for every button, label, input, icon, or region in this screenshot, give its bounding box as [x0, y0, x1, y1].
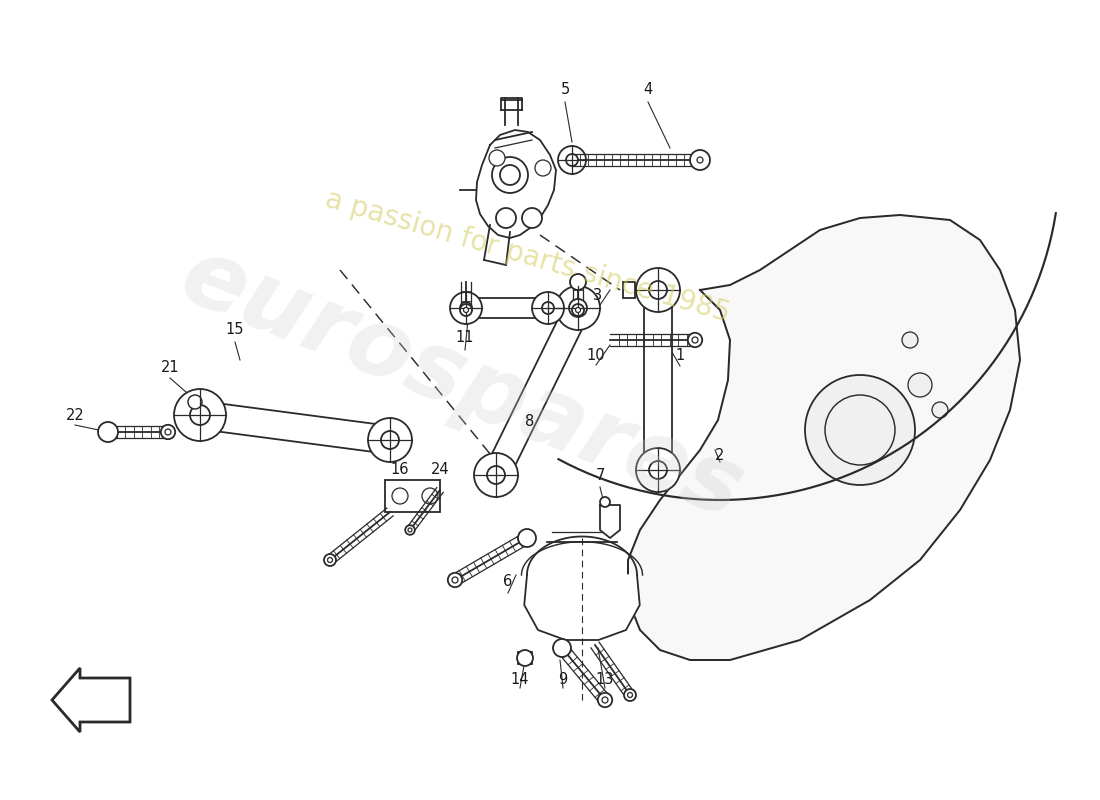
Circle shape — [422, 488, 438, 504]
Circle shape — [597, 693, 613, 707]
Text: 4: 4 — [644, 82, 652, 98]
Circle shape — [636, 268, 680, 312]
Text: 9: 9 — [559, 673, 568, 687]
Circle shape — [566, 154, 578, 166]
Circle shape — [392, 488, 408, 504]
Circle shape — [450, 292, 482, 324]
Circle shape — [575, 307, 581, 313]
Circle shape — [460, 302, 472, 314]
Circle shape — [690, 150, 710, 170]
Circle shape — [381, 431, 399, 449]
Circle shape — [522, 208, 542, 228]
Circle shape — [553, 639, 571, 657]
Circle shape — [556, 286, 600, 330]
Polygon shape — [525, 575, 640, 640]
Polygon shape — [476, 130, 556, 238]
Text: 22: 22 — [66, 407, 85, 422]
Circle shape — [165, 429, 170, 435]
Polygon shape — [466, 298, 548, 318]
Circle shape — [174, 389, 226, 441]
Circle shape — [161, 425, 175, 439]
Polygon shape — [600, 505, 620, 538]
Text: 21: 21 — [161, 361, 179, 375]
Text: 2: 2 — [715, 447, 725, 462]
Bar — [623, 282, 635, 298]
Text: 7: 7 — [595, 469, 605, 483]
Circle shape — [624, 689, 636, 701]
Circle shape — [405, 525, 415, 534]
Circle shape — [496, 208, 516, 228]
Circle shape — [328, 558, 332, 562]
Text: 3: 3 — [593, 287, 603, 302]
Circle shape — [570, 274, 586, 290]
Circle shape — [902, 332, 918, 348]
Circle shape — [408, 528, 412, 532]
Circle shape — [324, 554, 336, 566]
Circle shape — [649, 281, 667, 299]
Circle shape — [688, 333, 702, 347]
Circle shape — [487, 466, 505, 484]
Text: 14: 14 — [510, 673, 529, 687]
Text: 15: 15 — [226, 322, 244, 338]
Text: 5: 5 — [560, 82, 570, 98]
Text: 10: 10 — [586, 347, 605, 362]
Circle shape — [697, 157, 703, 163]
Polygon shape — [484, 302, 590, 481]
Circle shape — [569, 299, 587, 317]
Circle shape — [572, 304, 584, 316]
Circle shape — [490, 150, 505, 166]
Circle shape — [602, 697, 608, 703]
Circle shape — [908, 373, 932, 397]
Text: eurospares: eurospares — [168, 230, 756, 538]
Polygon shape — [52, 668, 130, 732]
Circle shape — [188, 395, 202, 409]
Bar — [518, 652, 532, 664]
Circle shape — [600, 497, 610, 507]
Circle shape — [368, 418, 412, 462]
Circle shape — [463, 307, 469, 313]
Text: 16: 16 — [390, 462, 409, 478]
Circle shape — [517, 650, 534, 666]
Text: 8: 8 — [526, 414, 535, 430]
Polygon shape — [644, 290, 672, 470]
Circle shape — [492, 157, 528, 193]
Circle shape — [805, 375, 915, 485]
Circle shape — [500, 165, 520, 185]
Text: 11: 11 — [455, 330, 474, 346]
Text: 1: 1 — [675, 347, 684, 362]
Circle shape — [693, 153, 707, 167]
Circle shape — [98, 422, 118, 442]
Circle shape — [448, 573, 462, 587]
Circle shape — [692, 337, 698, 343]
Polygon shape — [628, 215, 1020, 660]
Bar — [385, 480, 440, 512]
Circle shape — [460, 304, 472, 316]
Circle shape — [542, 302, 554, 314]
Polygon shape — [198, 401, 392, 454]
Text: 24: 24 — [431, 462, 449, 478]
Text: a passion for parts since 1985: a passion for parts since 1985 — [322, 185, 734, 327]
Circle shape — [532, 292, 564, 324]
Text: 13: 13 — [596, 673, 614, 687]
Circle shape — [825, 395, 895, 465]
Circle shape — [649, 461, 667, 479]
Circle shape — [932, 402, 948, 418]
Circle shape — [535, 160, 551, 176]
Circle shape — [518, 529, 536, 547]
Circle shape — [452, 577, 458, 583]
Circle shape — [474, 453, 518, 497]
Circle shape — [558, 146, 586, 174]
Circle shape — [627, 693, 632, 698]
Circle shape — [636, 448, 680, 492]
Circle shape — [190, 405, 210, 425]
Text: 6: 6 — [504, 574, 513, 590]
